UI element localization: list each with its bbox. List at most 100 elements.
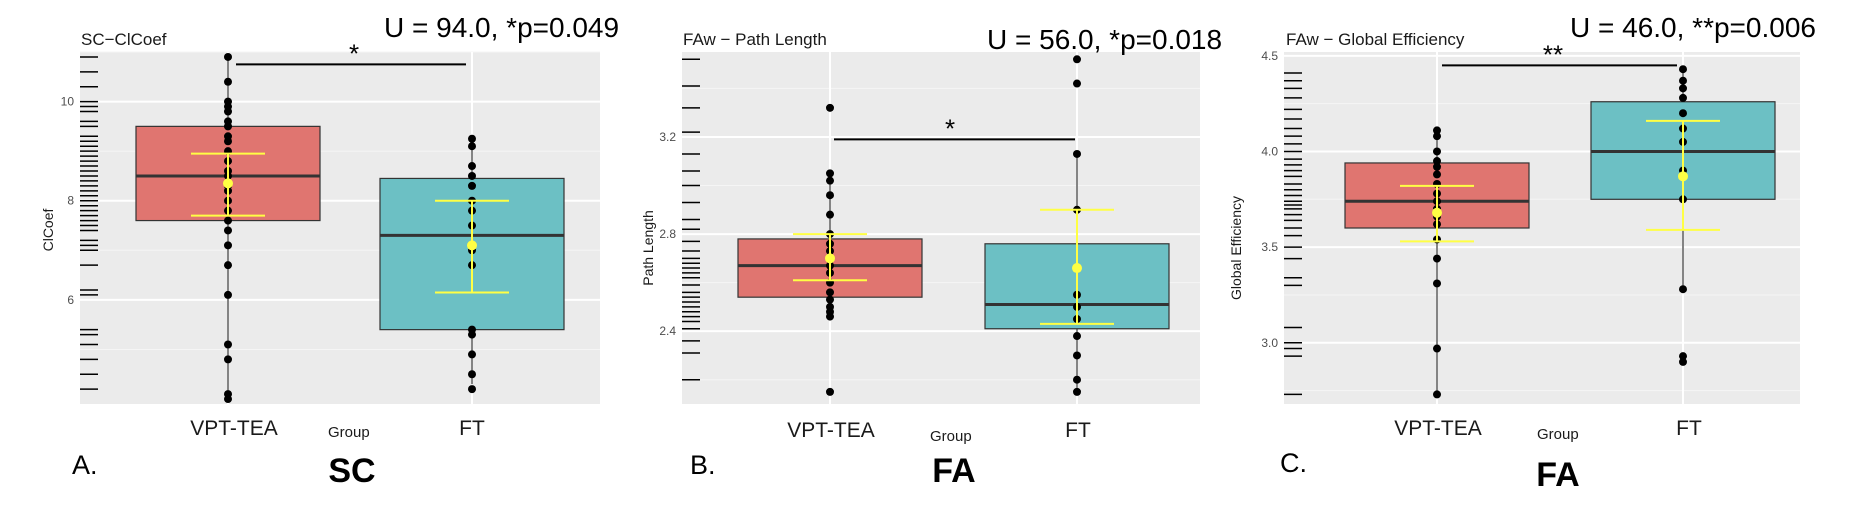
data-point <box>468 134 476 143</box>
data-point <box>468 325 476 334</box>
data-point <box>1433 390 1441 399</box>
x-axis-label: Group <box>328 424 370 441</box>
panel-letter: C. <box>1280 448 1307 478</box>
y-tick-label: 2.8 <box>659 227 676 241</box>
category-label-ft: FT <box>1676 417 1702 440</box>
y-tick-label: 8 <box>67 194 74 208</box>
data-point <box>1073 375 1081 384</box>
data-point <box>1073 387 1081 396</box>
y-tick-label: 10 <box>61 95 75 109</box>
data-point <box>224 132 232 141</box>
data-point <box>224 395 232 404</box>
data-point <box>826 169 834 178</box>
data-point <box>224 226 232 235</box>
data-point <box>468 370 476 379</box>
data-point <box>1433 170 1441 179</box>
panel-c: 3.0 3.5 4.0 4.5 ** FAw − Global Efficiency U… <box>1200 0 1816 516</box>
stat-annotation: U = 56.0, *p=0.018 <box>987 24 1223 55</box>
data-point <box>224 290 232 299</box>
data-point <box>468 162 476 171</box>
modality-label: FA <box>932 452 976 490</box>
data-point <box>1679 65 1687 74</box>
data-point <box>468 385 476 394</box>
data-point <box>468 142 476 151</box>
data-point <box>826 302 834 311</box>
data-point <box>224 97 232 106</box>
chart-title: FAw − Path Length <box>683 30 827 49</box>
y-axis-label: Global Efficiency <box>1228 196 1244 301</box>
boxplot-chart-c: 3.0 3.5 4.0 4.5 ** <box>1261 39 1800 404</box>
chart-title: FAw − Global Efficiency <box>1286 30 1465 49</box>
y-tick-label: 4.0 <box>1261 144 1278 158</box>
category-label-vpt-tea: VPT-TEA <box>1394 417 1482 440</box>
data-point <box>1433 147 1441 156</box>
data-point <box>1679 84 1687 93</box>
mean-point <box>223 178 233 189</box>
stat-annotation: U = 46.0, **p=0.006 <box>1570 12 1816 43</box>
mean-point <box>1072 263 1082 274</box>
data-point <box>1073 55 1081 64</box>
data-point <box>826 191 834 200</box>
data-point <box>224 355 232 364</box>
y-tick-label: 6 <box>67 293 74 307</box>
data-point <box>224 216 232 225</box>
chart-title: SC−ClCoef <box>81 30 167 49</box>
x-axis-label: Group <box>1537 426 1579 443</box>
data-point <box>468 350 476 359</box>
data-point <box>826 210 834 219</box>
boxplot-chart-a: 6 8 10 * <box>61 38 600 404</box>
data-point <box>1679 352 1687 361</box>
data-point <box>1679 357 1687 366</box>
panel-a: 6 8 10 * SC−ClCoef U = 94.0, *p=0.049 ClCoe… <box>0 0 619 516</box>
data-point <box>826 387 834 396</box>
y-tick-label: 4.5 <box>1261 49 1278 63</box>
data-point <box>1433 126 1441 135</box>
data-point <box>1433 132 1441 141</box>
category-label-vpt-tea: VPT-TEA <box>787 419 875 442</box>
x-axis-label: Group <box>930 428 972 445</box>
boxplot-chart-b: 2.4 2.8 3.2 * <box>659 52 1200 404</box>
data-point <box>224 117 232 126</box>
data-point <box>826 295 834 304</box>
mean-point <box>1678 171 1688 182</box>
data-point <box>1073 149 1081 158</box>
significance-stars: * <box>945 113 955 143</box>
mean-point <box>825 253 835 264</box>
data-point <box>1433 254 1441 263</box>
data-point <box>826 103 834 112</box>
category-label-vpt-tea: VPT-TEA <box>190 417 278 440</box>
data-point <box>224 77 232 86</box>
category-label-ft: FT <box>459 417 485 440</box>
data-point <box>1433 157 1441 166</box>
mean-point <box>1432 207 1442 218</box>
data-point <box>1073 332 1081 341</box>
data-point <box>224 261 232 270</box>
data-point <box>826 176 834 185</box>
data-point <box>224 52 232 61</box>
y-tick-label: 3.5 <box>1261 240 1278 254</box>
panel-letter: A. <box>72 450 98 480</box>
data-point <box>224 340 232 349</box>
y-axis-label: ClCoef <box>40 208 56 252</box>
data-point <box>468 181 476 190</box>
data-point <box>1433 344 1441 353</box>
data-point <box>1679 93 1687 102</box>
significance-stars: * <box>349 38 359 68</box>
category-label-ft: FT <box>1065 419 1091 442</box>
data-point <box>826 288 834 297</box>
data-point <box>1073 351 1081 360</box>
data-point <box>1073 79 1081 88</box>
panel-letter: B. <box>690 450 716 480</box>
y-axis-label: Path Length <box>640 210 656 286</box>
data-point <box>1679 285 1687 294</box>
modality-label: SC <box>328 452 376 490</box>
mean-point <box>467 240 477 251</box>
y-tick-label: 2.4 <box>659 324 676 338</box>
y-tick-label: 3.2 <box>659 130 676 144</box>
modality-label: FA <box>1536 456 1580 494</box>
data-point <box>1433 162 1441 171</box>
plot-background <box>682 52 1200 404</box>
stat-annotation: U = 94.0, *p=0.049 <box>384 12 620 43</box>
data-point <box>1433 279 1441 288</box>
